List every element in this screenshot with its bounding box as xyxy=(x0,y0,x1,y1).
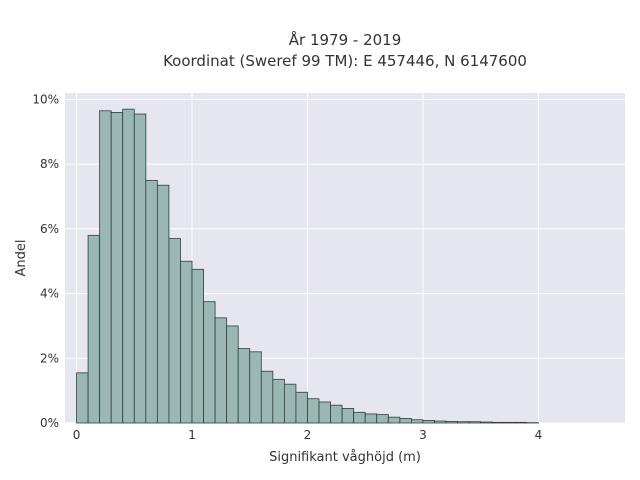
x-tick-label: 2 xyxy=(304,428,312,442)
histogram-bar xyxy=(307,398,320,424)
histogram-bar xyxy=(249,351,262,424)
histogram-bar xyxy=(168,238,181,424)
y-tick-label: 0% xyxy=(40,416,59,430)
histogram-bar xyxy=(272,378,285,424)
histogram-bar xyxy=(422,420,435,424)
histogram-bar xyxy=(156,184,170,424)
x-axis-label: Signifikant våghöjd (m) xyxy=(269,450,421,465)
histogram-bar xyxy=(283,383,297,424)
histogram-bar xyxy=(330,404,343,424)
histogram-bar xyxy=(503,421,516,424)
histogram-bar xyxy=(191,268,204,424)
x-tick-label: 3 xyxy=(419,428,427,442)
histogram-bar xyxy=(514,421,528,424)
histogram-bar xyxy=(203,301,216,424)
histogram-bar xyxy=(399,418,412,424)
histogram-bar xyxy=(76,372,89,424)
histogram-bar xyxy=(260,370,274,424)
x-tick-label: 0 xyxy=(73,428,81,442)
chart-title-line1: År 1979 - 2019 xyxy=(289,30,402,49)
histogram-bar xyxy=(387,416,401,424)
y-tick-label: 6% xyxy=(40,222,59,236)
histogram-bar xyxy=(145,179,158,424)
histogram-bar xyxy=(341,408,355,424)
histogram-bar xyxy=(491,421,505,424)
histogram-bar xyxy=(237,348,251,424)
histogram-bar xyxy=(87,234,101,424)
x-tick-label: 4 xyxy=(535,428,543,442)
y-axis-label: Andel xyxy=(14,240,29,277)
histogram-bar xyxy=(445,420,458,424)
histogram-bar xyxy=(353,411,366,424)
histogram-bar xyxy=(410,419,424,424)
histogram-bar xyxy=(480,421,493,424)
histogram-bar xyxy=(376,414,389,424)
histogram-bar xyxy=(295,391,308,424)
chart-title-line2: Koordinat (Sweref 99 TM): E 457446, N 61… xyxy=(163,52,527,70)
histogram-bar xyxy=(226,325,239,424)
histogram-bar xyxy=(364,413,378,424)
histogram-bar xyxy=(122,108,135,424)
y-tick-label: 4% xyxy=(40,287,59,301)
histogram-bar xyxy=(99,110,112,424)
histogram-bar xyxy=(457,421,470,424)
histogram-bar xyxy=(180,260,193,424)
x-tick-label: 1 xyxy=(188,428,196,442)
histogram-bar xyxy=(214,317,228,424)
y-tick-label: 8% xyxy=(40,157,59,171)
y-tick-label: 10% xyxy=(32,92,59,106)
histogram-bar xyxy=(133,113,147,424)
histogram-bars xyxy=(76,108,539,424)
axis-tick-labels: 0 1 2 3 4 0% 2% 4% 6% 8% 10% xyxy=(32,92,542,442)
histogram-bar xyxy=(468,421,482,424)
histogram-bar xyxy=(434,420,447,424)
histogram-bar xyxy=(318,401,331,424)
histogram-bar xyxy=(110,112,124,424)
y-tick-label: 2% xyxy=(40,351,59,365)
